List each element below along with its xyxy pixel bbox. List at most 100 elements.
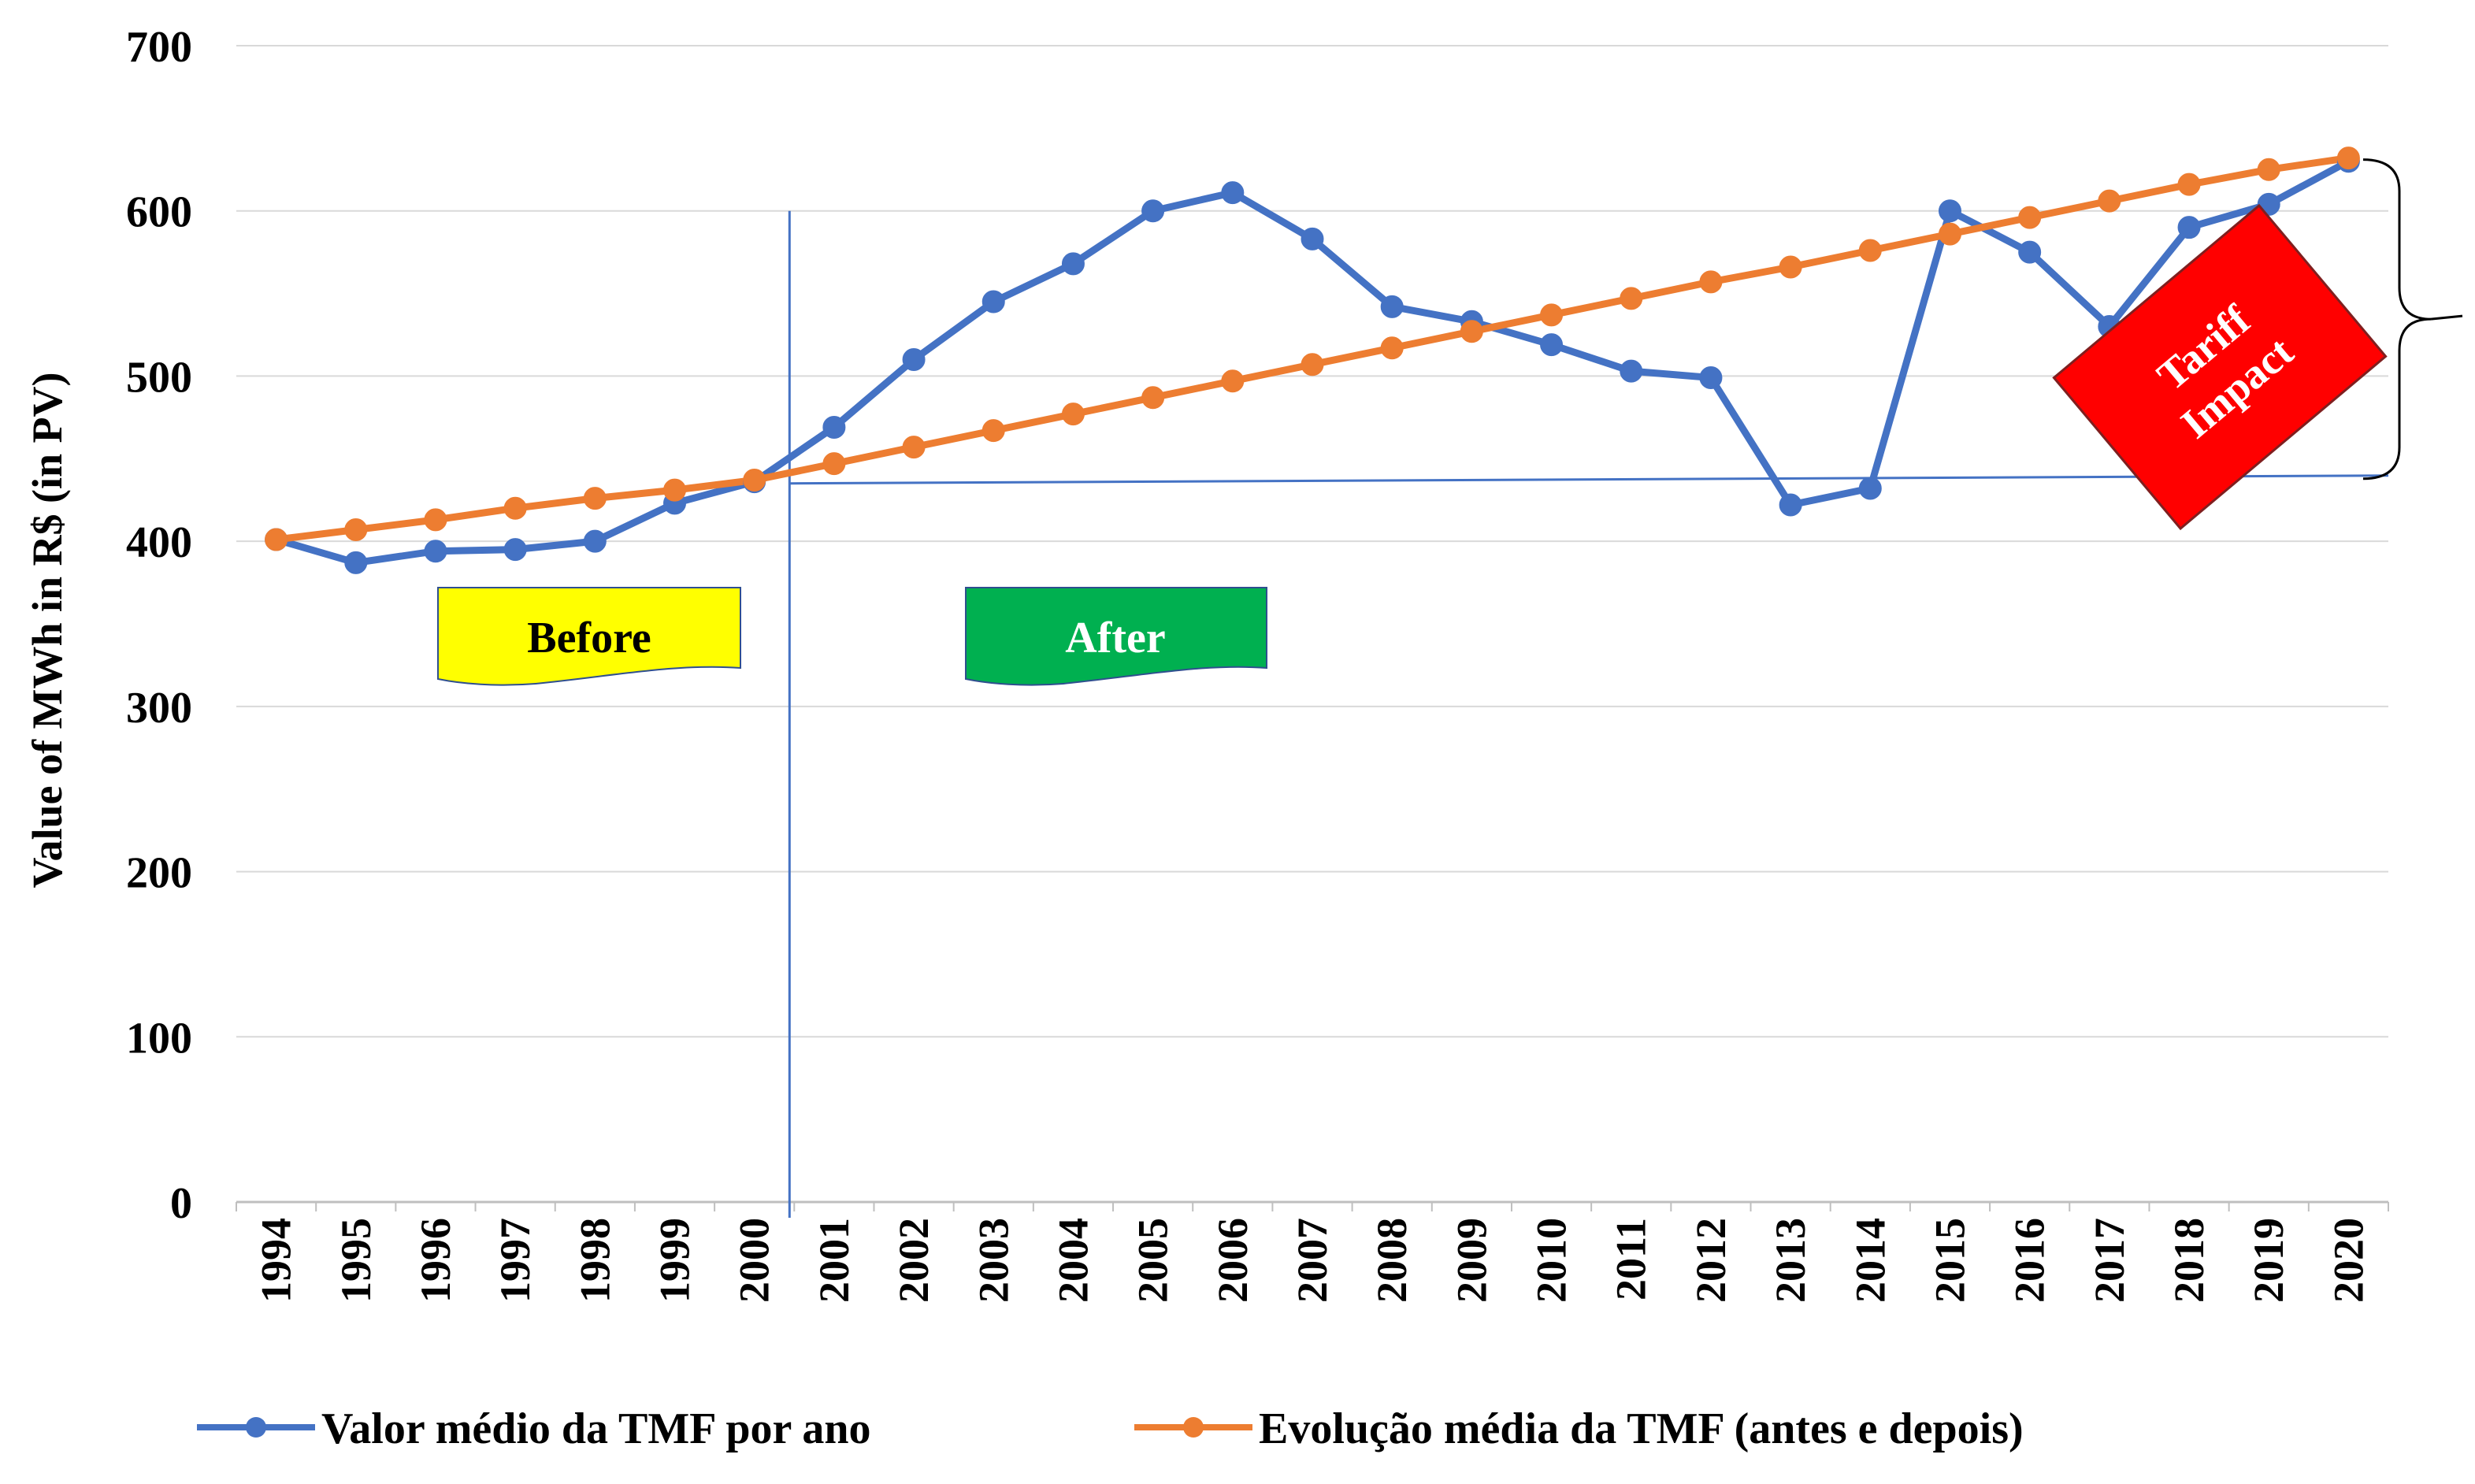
x-tick-label-2003: 2003: [970, 1218, 1017, 1303]
series-1-point-2015: [1938, 199, 1961, 223]
y-tick-label-600: 600: [126, 188, 192, 237]
x-tick-label-1998: 1998: [571, 1218, 618, 1303]
x-tick-label-2019: 2019: [2245, 1218, 2292, 1303]
x-tick-label-1995: 1995: [332, 1218, 380, 1303]
series-2-point-1998: [583, 487, 607, 510]
x-tick-label-2002: 2002: [890, 1218, 937, 1303]
x-tick-label-2006: 2006: [1209, 1218, 1256, 1303]
series-2-point-2012: [1699, 270, 1723, 294]
series-2-point-2007: [1301, 353, 1324, 377]
y-tick-label-500: 500: [126, 353, 192, 402]
series-2-point-2005: [1141, 386, 1165, 410]
series-2-point-2017: [2098, 189, 2121, 213]
after-text: After: [1065, 614, 1165, 662]
series-1-point-2001: [822, 415, 846, 439]
series-2-point-2001: [822, 452, 846, 476]
series-2-point-2008: [1380, 336, 1404, 360]
before-banner: [437, 587, 741, 686]
series-1-point-2005: [1141, 199, 1165, 223]
x-tick-label-2008: 2008: [1368, 1218, 1416, 1303]
y-tick-label-200: 200: [126, 849, 192, 898]
series-2-point-2011: [1620, 287, 1643, 310]
series-2-point-2009: [1460, 320, 1483, 343]
series-1-point-1996: [424, 540, 447, 563]
after-label-box: After: [965, 587, 1267, 686]
series-1-point-2018: [2177, 216, 2201, 239]
series-1-point-1998: [583, 529, 607, 553]
series-1-point-2014: [1858, 477, 1882, 500]
series-2-point-2015: [1938, 222, 1961, 246]
series-2-point-1997: [503, 496, 527, 520]
series-1-point-2006: [1221, 181, 1245, 205]
x-tick-label-2013: 2013: [1767, 1218, 1814, 1303]
x-tick-label-2016: 2016: [2006, 1218, 2054, 1303]
x-tick-label-2010: 2010: [1528, 1218, 1575, 1303]
y-axis-label: Value of MWh in R$ (in PV): [24, 372, 71, 888]
baseline-line: [789, 474, 2389, 485]
x-tick-label-2014: 2014: [1846, 1218, 1894, 1303]
series-2-point-1995: [344, 518, 368, 541]
series-1-point-2010: [1540, 333, 1564, 357]
x-tick-label-2012: 2012: [1687, 1218, 1735, 1303]
y-axis: 0 100 200 300 400 500 600 700: [126, 23, 192, 1228]
x-tick-label-2000: 2000: [731, 1218, 778, 1303]
y-tick-label-0: 0: [170, 1179, 192, 1228]
series-1-point-2004: [1061, 252, 1085, 276]
series-2-point-2010: [1540, 303, 1564, 327]
series-2-point-2013: [1779, 255, 1802, 279]
x-tick-label-1996: 1996: [412, 1218, 459, 1303]
series-1-point-2011: [1620, 359, 1643, 383]
series-1-point-2003: [981, 290, 1005, 313]
series-2-point-2000: [743, 469, 766, 492]
legend-marker-series-2: [1183, 1417, 1204, 1438]
series-1-point-2013: [1779, 493, 1802, 517]
x-tick-label-2015: 2015: [1926, 1218, 1973, 1303]
before-label-box: Before: [437, 587, 741, 686]
tariff-impact-brace: [2362, 158, 2463, 480]
legend-label-series-2: Evolução média da TMF (antes e depois): [1259, 1404, 2024, 1453]
series-2-point-2006: [1221, 369, 1245, 393]
x-tick-label-2005: 2005: [1130, 1218, 1177, 1303]
series-1-point-2016: [2018, 240, 2042, 264]
series-1-point-2012: [1699, 366, 1723, 390]
series-2-point-1994: [265, 528, 288, 551]
legend-item-series-1: Valor médio da TMF por ano: [197, 1404, 871, 1453]
legend-item-series-2: Evolução média da TMF (antes e depois): [1134, 1404, 2024, 1453]
series-2-point-2002: [902, 436, 926, 459]
x-tick-label-2011: 2011: [1608, 1218, 1655, 1300]
series-1-point-1995: [344, 551, 368, 574]
x-tick-label-1997: 1997: [492, 1218, 539, 1303]
series-2-point-1996: [424, 508, 447, 532]
x-tick-label-2018: 2018: [2165, 1218, 2213, 1303]
x-axis: 1994 1995 1996 1997 1998 1999 2000 2001 2002 2003…: [236, 1202, 2389, 1303]
x-tick-label-1999: 1999: [651, 1218, 699, 1303]
tariff-impact-bracket: [2362, 158, 2432, 480]
series-2-point-1999: [663, 478, 687, 502]
series-1-point-2008: [1380, 295, 1404, 318]
series-1-point-2002: [902, 347, 926, 371]
series-2-point-2004: [1061, 403, 1085, 426]
legend: Valor médio da TMF por ano Evolução médi…: [197, 1404, 2024, 1453]
x-tick-label-2007: 2007: [1289, 1218, 1336, 1303]
tariff-impact-pointer: [2430, 314, 2463, 321]
legend-label-series-1: Valor médio da TMF por ano: [321, 1404, 871, 1453]
x-tick-label-2017: 2017: [2086, 1218, 2133, 1303]
x-tick-label-2004: 2004: [1049, 1218, 1096, 1303]
after-banner: [965, 587, 1267, 686]
series-1-point-2007: [1301, 227, 1324, 250]
tariff-impact-badge: Tariff Impact: [2052, 203, 2388, 531]
series-2-point-2020: [2336, 147, 2360, 170]
series-1-point-1997: [503, 538, 527, 562]
legend-marker-series-1: [246, 1417, 266, 1438]
x-tick-label-2009: 2009: [1448, 1218, 1495, 1303]
series-2-point-2003: [981, 419, 1005, 443]
series-2-point-2019: [2257, 158, 2280, 181]
series-2-point-2016: [2018, 206, 2042, 229]
y-tick-label-300: 300: [126, 684, 192, 733]
series-2-point-2014: [1858, 239, 1882, 262]
y-tick-label-100: 100: [126, 1014, 192, 1063]
tariff-impact-box: [2052, 203, 2388, 531]
before-text: Before: [527, 614, 651, 662]
series-layer: [265, 147, 2360, 574]
